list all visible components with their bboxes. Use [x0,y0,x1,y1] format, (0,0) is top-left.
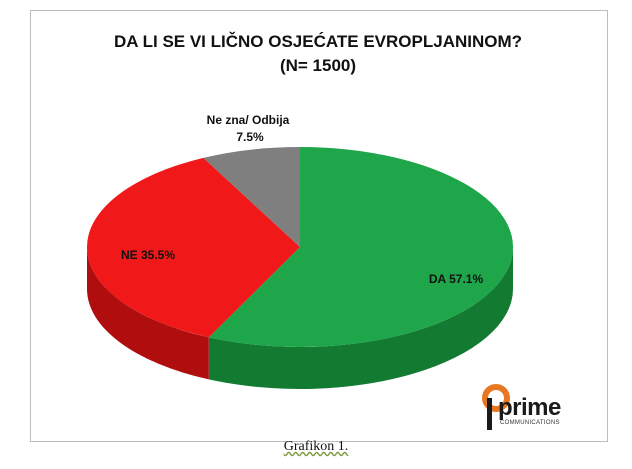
pie-sides [87,247,513,389]
figure-caption-text: Grafikon 1. [283,439,349,454]
logo-subtitle: COMMUNICATIONS [500,420,560,426]
chart-title-line-1: DA LI SE VI LIČNO OSJEĆATE EVROPLJANINOM… [113,32,523,51]
slice-label-ne-zna: Ne zna/ Odbija [207,113,290,127]
logo-word: prime [498,394,561,421]
slice-ne-side [87,247,209,380]
chart-title-line-2: (N= 1500) [279,56,357,75]
slice-da [208,147,513,347]
slice-label-ne: NE 35.5% [121,248,175,262]
pie-labels: DA 57.1% NE 35.5% Ne zna/ Odbija 7.5% [121,113,483,286]
pie-tops [86,147,513,347]
logo-mark-icon [482,384,510,430]
slice-label-da: DA 57.1% [429,272,484,286]
slice-label-ne-zna-value: 7.5% [236,130,264,144]
slice-da-side [208,247,513,389]
slice-ne [86,157,301,338]
chart-title: DA LI SE VI LIČNO OSJEĆATE EVROPLJANINOM… [30,30,606,78]
prime-communications-logo: prime COMMUNICATIONS [478,376,588,434]
slice-ne-zna [203,147,300,247]
figure-caption: Grafikon 1. [0,439,632,455]
